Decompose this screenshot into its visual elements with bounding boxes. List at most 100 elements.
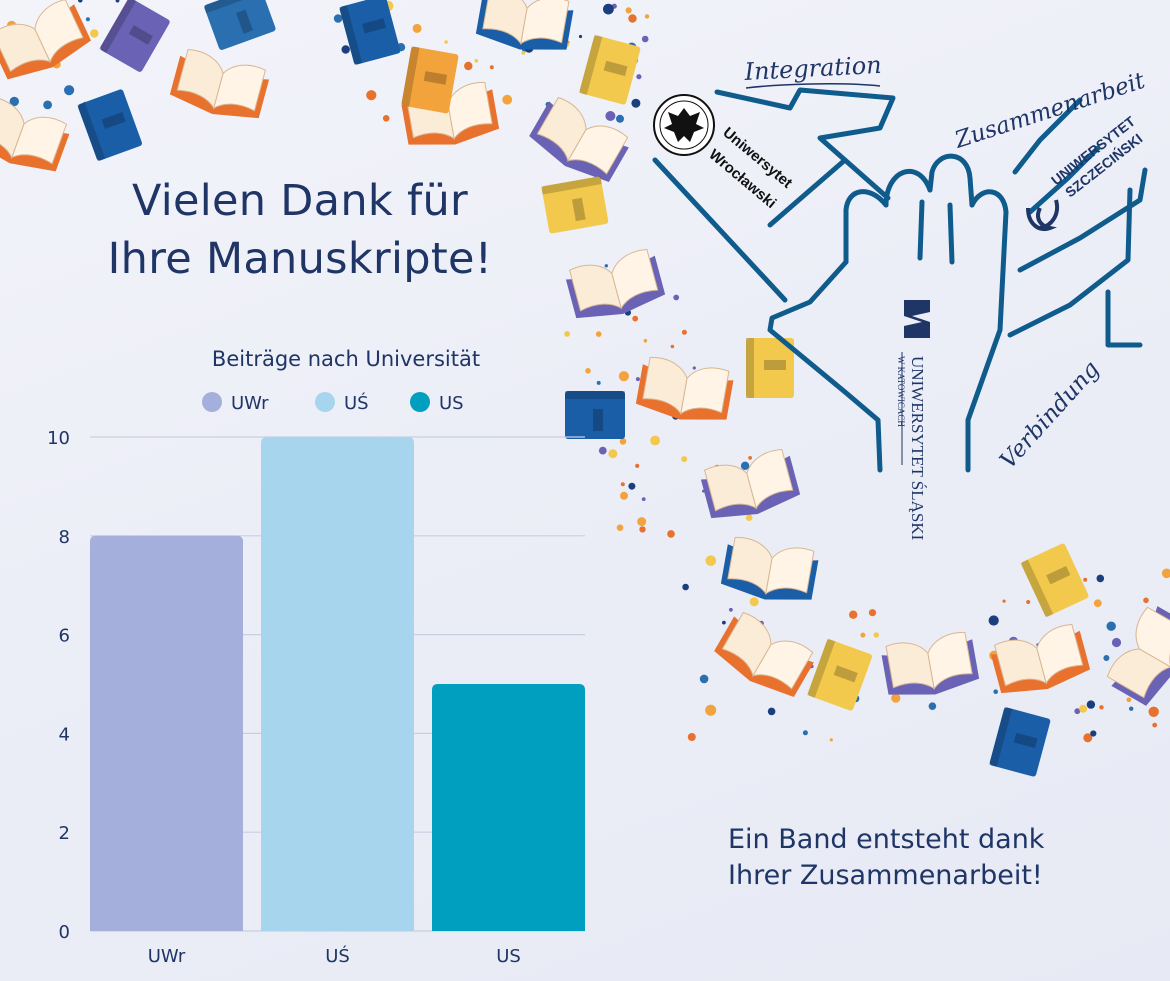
confetti-dot [1103, 655, 1110, 661]
us-slaski-logo: UNIWERSYTET ŚLĄSKI W KATOWICACH [896, 300, 930, 541]
open-book-icon [635, 356, 734, 420]
footer-line-2: Ihrer Zusammenarbeit! [728, 860, 1043, 891]
confetti-dot [412, 23, 422, 33]
y-tick-label: 0 [59, 922, 70, 943]
confetti-dot [849, 610, 858, 619]
confetti-dot [605, 111, 616, 121]
x-tick-label: UWr [148, 946, 186, 967]
open-book-icon [990, 624, 1091, 694]
confetti-dot [1106, 621, 1116, 631]
confetti-dot [667, 530, 675, 538]
y-tick-label: 4 [59, 724, 70, 745]
confetti-dot [564, 331, 570, 337]
closed-book-icon [565, 391, 625, 439]
confetti-dot [502, 94, 513, 105]
confetti-dot [1148, 706, 1159, 717]
footer-message: Ein Band entsteht dank Ihrer Zusammenarb… [728, 822, 1108, 894]
confetti-dot [1083, 577, 1088, 582]
confetti-dot [699, 674, 709, 684]
confetti-dot [1083, 733, 1093, 743]
confetti-dot [620, 491, 628, 500]
confetti-dot [1099, 705, 1104, 710]
closed-book-icon [579, 34, 641, 105]
confetti-dot [1161, 568, 1170, 579]
confetti-dot [603, 3, 614, 15]
confetti-dot [1090, 730, 1097, 737]
confetti-dot [650, 435, 660, 446]
confetti-dot [366, 90, 377, 101]
us-slaski-line1: UNIWERSYTET ŚLĄSKI [908, 356, 927, 541]
confetti-dot [748, 456, 752, 460]
confetti-dot [802, 730, 808, 736]
closed-book-icon [203, 0, 276, 50]
confetti-dot [464, 61, 473, 71]
confetti-dot [625, 7, 632, 14]
y-tick-label: 8 [59, 527, 70, 548]
confetti-dot [585, 368, 591, 374]
confetti-dot [618, 371, 630, 382]
confetti-dot [474, 59, 479, 63]
x-tick-label: UŚ [325, 945, 350, 967]
confetti-dot [628, 482, 636, 490]
open-book-icon [529, 96, 629, 183]
legend-swatch [202, 392, 222, 412]
confetti-dot [1126, 697, 1132, 703]
confetti-dot [604, 264, 608, 268]
confetti-dot [1096, 574, 1105, 583]
closed-book-icon [77, 89, 142, 162]
closed-book-icon [989, 706, 1051, 777]
confetti-dot [64, 85, 75, 96]
confetti-dot [928, 702, 937, 710]
confetti-dot [873, 632, 879, 638]
confetti-dot [595, 331, 602, 337]
confetti-dot [628, 14, 637, 23]
confetti-dot [1129, 706, 1134, 711]
bar-chart: Beiträge nach Universität UWr UŚ US 0 2 4 6 8 10 U… [47, 347, 585, 967]
open-book-icon [0, 96, 70, 172]
confetti-dot [705, 555, 717, 566]
confetti-dot [705, 704, 717, 716]
y-tick-label: 2 [59, 823, 70, 844]
confetti-dot [115, 0, 120, 3]
closed-book-icon [99, 0, 170, 72]
open-book-icon [700, 449, 801, 519]
confetti-dot [740, 461, 750, 470]
confetti-dot [333, 14, 343, 23]
confetti-dot [78, 0, 83, 3]
confetti-dot [631, 98, 641, 108]
title-line-2: Ihre Manuskripte! [107, 234, 493, 284]
legend-item: US [410, 392, 464, 414]
confetti-dot [1074, 708, 1081, 715]
confetti-dot [85, 17, 90, 22]
closed-book-icon [746, 338, 794, 398]
confetti-dot [608, 449, 618, 459]
confetti-dot [598, 446, 607, 455]
closed-book-icon [1020, 543, 1089, 618]
confetti-dot [620, 482, 625, 487]
open-book-icon [169, 49, 270, 119]
legend-label: UŚ [344, 392, 369, 414]
confetti-dot [489, 65, 494, 70]
confetti-dot [729, 607, 733, 612]
hand-illustration [652, 87, 1148, 473]
confetti-dot [829, 738, 833, 742]
confetti-dot [681, 456, 688, 463]
confetti-dot [644, 14, 650, 19]
word-verbindung: Verbindung [995, 356, 1105, 474]
confetti-dot [641, 35, 649, 43]
confetti-dot [641, 497, 646, 501]
confetti-dot [637, 517, 647, 527]
confetti-dot [988, 615, 999, 626]
flying-books-illustration [0, 0, 1170, 777]
confetti-dot [1111, 637, 1122, 648]
confetti-dot [681, 329, 687, 335]
open-book-icon [475, 0, 574, 50]
open-book-icon [0, 0, 91, 80]
uwr-logo: Uniwersytet Wrocławski [653, 94, 795, 212]
footer-line-1: Ein Band entsteht dank [728, 824, 1045, 855]
legend-item: UWr [202, 392, 269, 414]
confetti-dot [868, 609, 877, 617]
y-tick-label: 10 [47, 428, 70, 449]
x-tick-label: US [496, 946, 521, 967]
confetti-dot [578, 34, 583, 39]
